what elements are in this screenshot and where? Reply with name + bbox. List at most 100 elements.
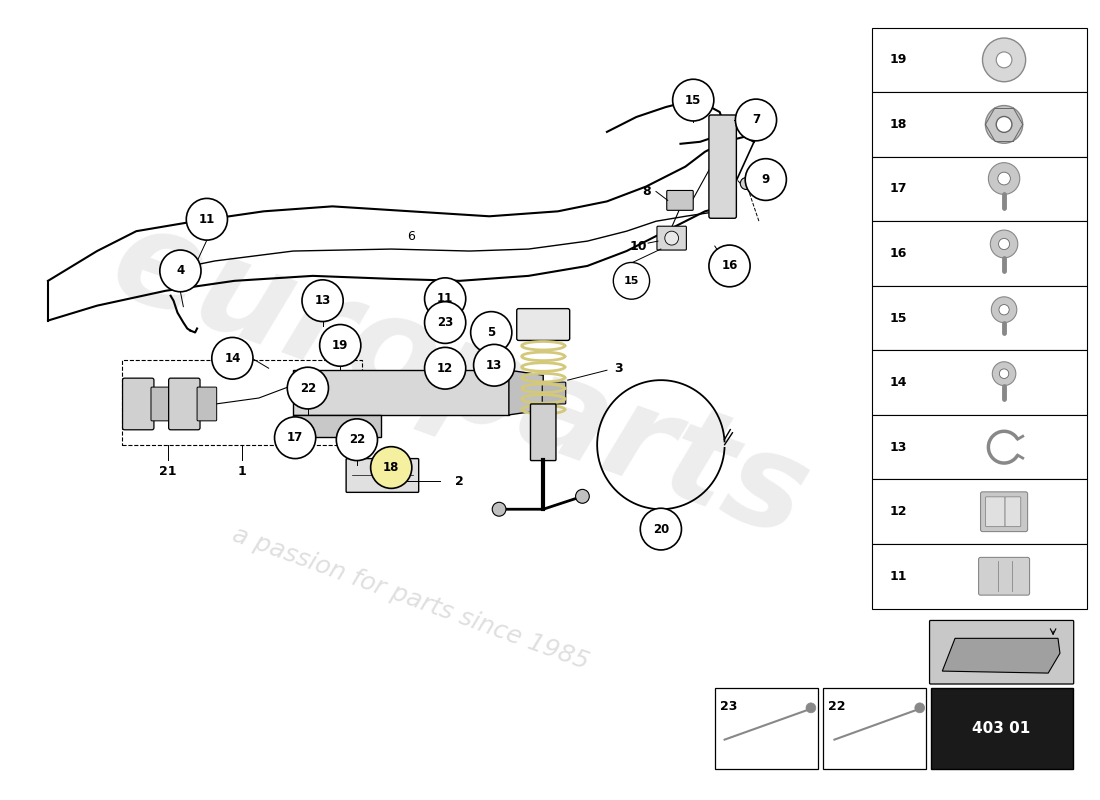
Text: 11: 11 [889,570,906,582]
FancyBboxPatch shape [871,92,1088,157]
Text: 19: 19 [332,339,349,352]
Text: 23: 23 [437,316,453,329]
Text: 23: 23 [719,700,737,713]
Circle shape [275,417,316,458]
FancyBboxPatch shape [871,28,1088,92]
Text: 403 01: 403 01 [972,722,1031,736]
Circle shape [990,230,1018,258]
Circle shape [425,278,465,319]
Circle shape [474,344,515,386]
Text: 11: 11 [437,292,453,306]
FancyBboxPatch shape [871,544,1088,609]
Text: 14: 14 [224,352,241,365]
FancyBboxPatch shape [667,190,693,210]
FancyBboxPatch shape [871,479,1088,544]
Text: 22: 22 [300,382,316,394]
Text: 12: 12 [889,506,906,518]
Text: 3: 3 [614,362,623,374]
Polygon shape [509,370,543,415]
FancyBboxPatch shape [871,157,1088,222]
FancyBboxPatch shape [708,115,736,218]
Circle shape [672,79,714,121]
Circle shape [806,703,816,713]
Circle shape [186,198,228,240]
FancyBboxPatch shape [931,688,1072,770]
Circle shape [997,52,1012,68]
Text: 18: 18 [383,461,399,474]
Circle shape [982,38,1025,82]
Circle shape [736,99,777,141]
Circle shape [287,367,329,409]
FancyBboxPatch shape [980,492,1027,531]
Text: 20: 20 [652,522,669,535]
FancyBboxPatch shape [986,497,1005,526]
FancyBboxPatch shape [151,387,170,421]
Polygon shape [294,415,382,437]
Circle shape [740,178,752,190]
Polygon shape [294,370,509,415]
FancyBboxPatch shape [517,309,570,341]
Text: 15: 15 [624,276,639,286]
Text: 13: 13 [315,294,331,307]
Circle shape [1000,369,1009,378]
Circle shape [999,305,1009,315]
Text: 12: 12 [437,362,453,374]
FancyBboxPatch shape [871,415,1088,479]
FancyBboxPatch shape [871,286,1088,350]
Circle shape [997,117,1012,132]
Circle shape [212,338,253,379]
Circle shape [575,490,590,503]
Text: 16: 16 [722,259,738,273]
Circle shape [986,106,1023,143]
FancyBboxPatch shape [1005,497,1021,526]
Circle shape [989,162,1020,194]
Text: 16: 16 [889,247,906,260]
Circle shape [999,238,1010,250]
FancyBboxPatch shape [979,558,1030,595]
Circle shape [664,231,679,245]
Text: 15: 15 [889,311,906,325]
FancyBboxPatch shape [122,378,154,430]
Circle shape [640,508,682,550]
Text: 18: 18 [889,118,906,131]
Text: 11: 11 [199,213,214,226]
FancyBboxPatch shape [930,621,1074,684]
FancyBboxPatch shape [168,378,200,430]
Circle shape [998,172,1010,185]
FancyBboxPatch shape [346,458,419,492]
Text: 17: 17 [287,431,304,444]
FancyBboxPatch shape [542,382,565,404]
Circle shape [160,250,201,292]
Polygon shape [943,638,1060,673]
Text: 10: 10 [629,239,647,253]
Circle shape [992,362,1015,386]
Text: 6: 6 [407,230,415,242]
Text: europarts: europarts [96,196,825,565]
Text: 22: 22 [349,434,365,446]
Circle shape [745,158,786,200]
Text: 7: 7 [752,114,760,126]
Text: 14: 14 [889,376,906,389]
Text: 4: 4 [176,265,185,278]
Circle shape [425,347,465,389]
Text: 1: 1 [238,465,246,478]
FancyBboxPatch shape [530,404,556,461]
FancyBboxPatch shape [823,688,925,770]
FancyBboxPatch shape [657,226,686,250]
Circle shape [915,703,925,713]
Circle shape [320,325,361,366]
Text: 13: 13 [486,358,503,372]
Circle shape [991,297,1016,322]
Text: 17: 17 [889,182,906,195]
Circle shape [371,446,411,488]
Circle shape [337,419,377,461]
Text: 19: 19 [889,54,906,66]
FancyBboxPatch shape [871,222,1088,286]
Circle shape [425,302,465,343]
Text: a passion for parts since 1985: a passion for parts since 1985 [229,522,593,674]
Circle shape [492,502,506,516]
FancyBboxPatch shape [715,688,817,770]
FancyBboxPatch shape [197,387,217,421]
Text: 21: 21 [158,465,176,478]
FancyBboxPatch shape [871,350,1088,415]
